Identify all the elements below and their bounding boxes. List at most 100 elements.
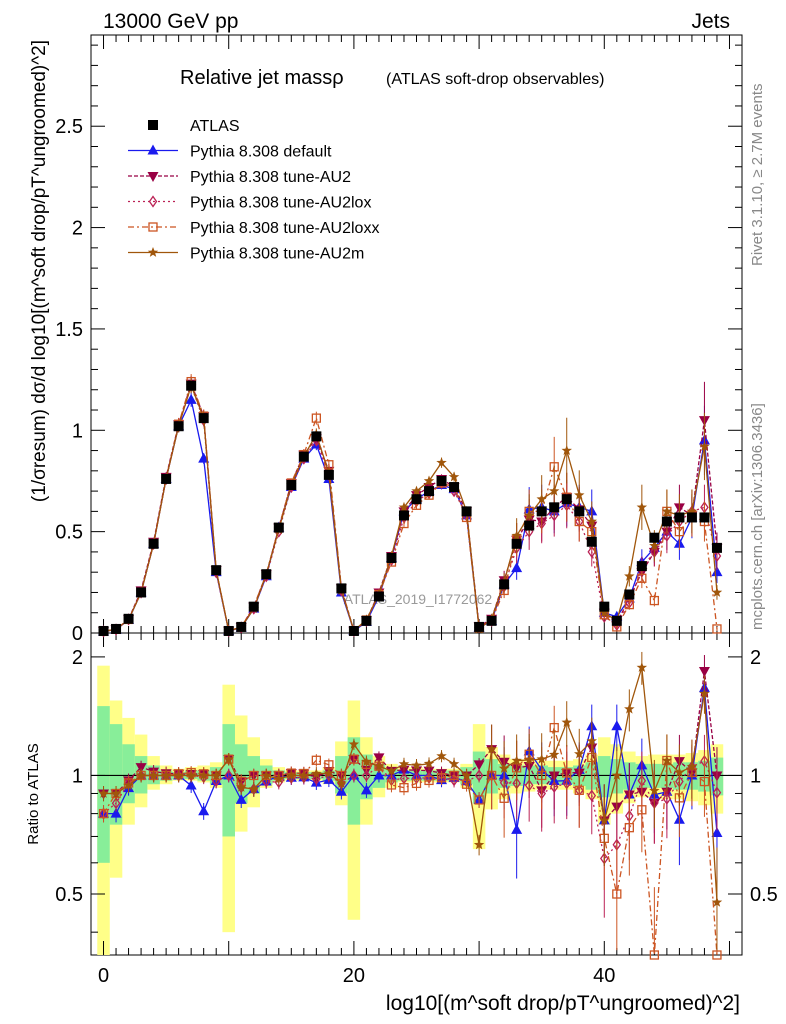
ratio-point-pythia-8-308-tune-au2m-36 <box>549 749 560 760</box>
mcplots-label: mcplots.cern.ch [arXiv:1306.3436] <box>749 403 766 630</box>
ratio-point-pythia-8-308-tune-au2m-9 <box>211 770 222 780</box>
ratio-point-pythia-8-308-tune-au2m-42 <box>624 703 635 714</box>
point-atlas-39 <box>586 536 597 547</box>
ratio-point-pythia-8-308-tune-au2m-2 <box>123 780 134 790</box>
point-atlas-42 <box>624 589 635 600</box>
legend-label-pythia-8-308-tune-au2lox: Pythia 8.308 tune-AU2lox <box>190 195 371 212</box>
point-atlas-25 <box>411 494 422 505</box>
ratio-point-pythia-8-308-tune-au2m-7 <box>185 770 197 780</box>
ratio-point-pythia-8-308-tune-au2m-0 <box>98 788 109 798</box>
point-atlas-24 <box>398 510 409 521</box>
point-pythia-8-308-tune-au2lox-45 <box>662 529 672 542</box>
point-pythia-8-308-tune-au2m-49 <box>711 587 723 597</box>
point-atlas-27 <box>436 475 447 486</box>
point-pythia-8-308-tune-au2loxx-42 <box>624 599 634 610</box>
ratio-point-pythia-8-308-tune-au2m-12 <box>248 783 259 794</box>
point-pythia-8-308-tune-au2m-33 <box>511 530 522 541</box>
x-tick-label-40: 40 <box>593 965 615 987</box>
ratio-point-pythia-8-308-tune-au2loxx-20 <box>349 754 359 764</box>
ratio-point-pythia-8-308-default-22 <box>373 769 385 780</box>
point-atlas-11 <box>236 621 247 632</box>
watermark-group: ATLAS_2019_I1772062 <box>344 591 493 607</box>
y-tick-label-1: 1 <box>72 420 83 442</box>
ratio-point-pythia-8-308-tune-au2loxx-17 <box>311 755 321 765</box>
y-tick-label-2: 2 <box>72 218 83 240</box>
point-pythia-8-308-tune-au2lox-36 <box>549 509 559 522</box>
ratio-band-inner-40 <box>598 756 611 798</box>
point-atlas-22 <box>373 591 384 602</box>
point-atlas-38 <box>574 506 585 517</box>
ratio-point-pythia-8-308-tune-au2lox-39 <box>587 789 597 802</box>
ratio-point-pythia-8-308-tune-au2m-11 <box>236 781 247 792</box>
point-pythia-8-308-tune-au2m-40 <box>599 607 610 618</box>
point-atlas-35 <box>536 506 547 517</box>
point-pythia-8-308-tune-au2m-25 <box>411 485 422 496</box>
legend-marker-pythia-8-308-tune-au2loxx <box>148 222 158 232</box>
axis-ticks: 0 20 40 0 0.5 1 1.5 2 2.5 0.5 0.5 1 1 2 2 <box>55 35 778 987</box>
point-pythia-8-308-tune-au2loxx-44 <box>649 595 660 606</box>
point-atlas-46 <box>674 512 685 523</box>
ratio-point-pythia-8-308-tune-au2m-28 <box>448 758 460 769</box>
ratio-line-pythia-8-308-default <box>103 688 718 834</box>
ratio-point-pythia-8-308-tune-au2lox-45 <box>662 792 672 805</box>
point-pythia-8-308-tune-au2m-43 <box>636 501 648 512</box>
point-atlas-8 <box>198 413 209 424</box>
x-axis-label: log10[(m^soft drop/pT^ungroomed)^2] <box>386 992 740 1015</box>
point-pythia-8-308-default-8 <box>198 452 210 463</box>
point-atlas-20 <box>348 625 359 636</box>
ratio-point-pythia-8-308-tune-au2loxx-23 <box>386 780 397 790</box>
main-plot-frame <box>90 34 743 634</box>
ratio-point-pythia-8-308-tune-au2loxx-38 <box>574 785 584 795</box>
ratio-line-pythia-8-308-tune-au2 <box>103 670 718 822</box>
y-tick-label-0.5: 0.5 <box>55 522 83 544</box>
point-pythia-8-308-tune-au2m-24 <box>398 501 410 512</box>
point-atlas-41 <box>611 615 622 626</box>
point-pythia-8-308-default-33 <box>511 562 523 573</box>
point-pythia-8-308-tune-au2m-37 <box>561 445 572 455</box>
ratio-tick-label-right-0.5: 0.5 <box>750 884 778 906</box>
ratio-tick-label-right-2: 2 <box>750 647 761 669</box>
ratio-point-pythia-8-308-tune-au2loxx-44 <box>649 950 660 960</box>
chart-subtitle: (ATLAS soft-drop observables) <box>386 71 604 88</box>
legend-label-pythia-8-308-tune-au2m: Pythia 8.308 tune-AU2m <box>190 246 364 263</box>
ratio-point-pythia-8-308-tune-au2m-20 <box>348 738 360 749</box>
ratio-point-pythia-8-308-tune-au2loxx-37 <box>562 768 572 778</box>
ratio-point-pythia-8-308-tune-au2m-14 <box>273 773 284 784</box>
ratio-point-pythia-8-308-tune-au2m-8 <box>198 770 209 780</box>
point-atlas-0 <box>98 625 109 636</box>
ratio-point-pythia-8-308-tune-au2m-32 <box>498 763 510 773</box>
ratio-point-pythia-8-308-tune-au2loxx-41 <box>612 889 622 899</box>
ratio-y-axis-label: Ratio to ATLAS <box>25 743 42 844</box>
point-pythia-8-308-tune-au2m-39 <box>586 516 597 526</box>
ratio-point-pythia-8-308-tune-au2m-18 <box>323 767 335 778</box>
legend-marker-pythia-8-308-default <box>147 144 159 155</box>
ratio-tick-label-left-0.5: 0.5 <box>55 884 83 906</box>
ratio-tick-label-right-1: 1 <box>750 765 761 787</box>
point-pythia-8-308-default-49 <box>711 566 723 577</box>
point-atlas-40 <box>599 601 610 612</box>
point-atlas-31 <box>486 615 497 626</box>
ratio-point-pythia-8-308-tune-au2m-17 <box>311 768 322 779</box>
ratio-point-pythia-8-308-tune-au2m-39 <box>586 735 597 746</box>
ratio-point-pythia-8-308-default-8 <box>198 805 210 816</box>
point-atlas-28 <box>449 482 460 493</box>
ratio-point-pythia-8-308-tune-au2m-38 <box>574 748 585 759</box>
point-atlas-21 <box>361 615 372 626</box>
ratio-uncertainty-bands <box>91 665 742 955</box>
ratio-point-pythia-8-308-default-7 <box>185 779 197 790</box>
point-pythia-8-308-tune-au2m-36 <box>549 485 560 496</box>
y-axis-label: (1/σresum) dσ/d log10[(m^soft drop/pT^un… <box>29 40 50 502</box>
ratio-point-pythia-8-308-tune-au2m-44 <box>649 785 660 796</box>
legend-label-pythia-8-308-tune-au2loxx: Pythia 8.308 tune-AU2loxx <box>190 220 379 237</box>
point-pythia-8-308-tune-au2m-28 <box>448 471 460 482</box>
ratio-point-pythia-8-308-tune-au2m-47 <box>686 761 698 772</box>
ratio-point-pythia-8-308-tune-au2m-19 <box>336 777 347 788</box>
ratio-point-pythia-8-308-tune-au2m-49 <box>711 896 723 907</box>
point-atlas-45 <box>661 516 672 527</box>
point-atlas-12 <box>248 601 259 612</box>
analysis-watermark: ATLAS_2019_I1772062 <box>344 591 493 607</box>
ratio-point-pythia-8-308-tune-au2lox-21 <box>362 769 371 782</box>
ratio-tick-label-left-2: 2 <box>72 647 83 669</box>
point-pythia-8-308-tune-au2loxx-17 <box>311 413 321 423</box>
